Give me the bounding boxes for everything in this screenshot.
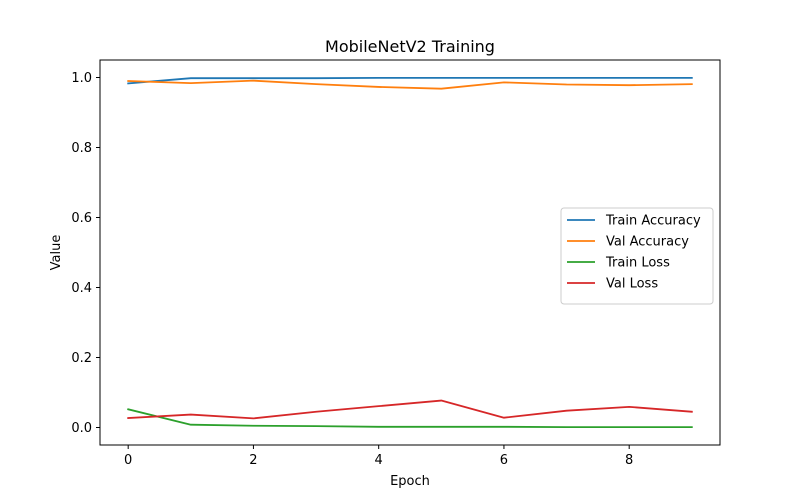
series-line-val-loss [127, 399, 693, 420]
y-tick-label: 0.4 [71, 281, 92, 296]
y-tick-label: 0.2 [71, 351, 92, 366]
x-axis: 0 2 4 6 8 [124, 445, 633, 468]
series-line-train-accuracy [127, 76, 693, 85]
x-tick-label: 2 [249, 453, 257, 468]
x-tick-label: 6 [500, 453, 508, 468]
legend: Train Accuracy Val Accuracy Train Loss Val … [560, 207, 714, 305]
legend-box [560, 207, 714, 305]
series-line-val-accuracy [127, 79, 693, 90]
x-axis-label: Epoch [390, 474, 430, 489]
series-layer [127, 76, 693, 429]
y-tick-label: 1.0 [71, 71, 92, 86]
legend-label: Val Accuracy [606, 235, 689, 250]
y-tick-label: 0.0 [71, 421, 92, 436]
legend-label: Train Loss [605, 256, 670, 271]
y-axis: 0.0 0.2 0.4 0.6 0.8 1.0 [71, 71, 100, 436]
legend-label: Train Accuracy [605, 214, 701, 229]
x-tick-label: 4 [375, 453, 383, 468]
x-tick-label: 0 [124, 453, 132, 468]
series-line-train-loss [127, 408, 693, 429]
plot-frame [99, 59, 721, 446]
x-tick-label: 8 [625, 453, 633, 468]
legend-label: Val Loss [606, 277, 658, 292]
y-tick-label: 0.8 [71, 141, 92, 156]
chart-title: MobileNetV2 Training [325, 37, 495, 56]
y-axis-label: Value [49, 235, 64, 271]
y-tick-label: 0.6 [71, 211, 92, 226]
